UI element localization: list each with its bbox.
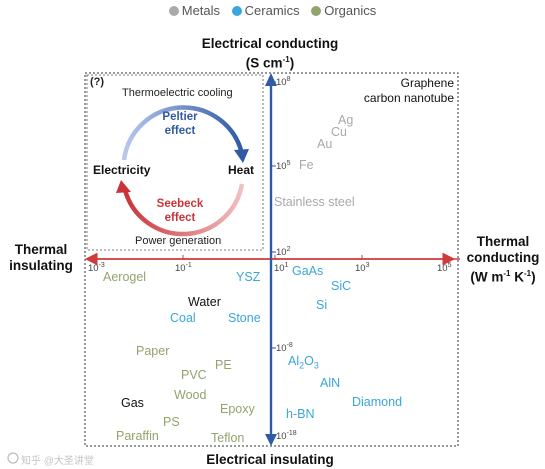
material-gaas: GaAs [292,264,324,278]
material-epoxy: Epoxy [220,402,255,416]
seebeck-effect-label: Seebeck effect [156,198,204,224]
right-axis-title: Thermal conducting (W m-1 K-1) [462,234,544,286]
material-stone: Stone [228,311,261,325]
material-fe: Fe [299,158,314,172]
y-tick-label-2: 105 [276,160,291,173]
y-tick-marks [271,81,276,437]
y-tick-label-1: 108 [276,76,291,89]
peltier-effect-label: Peltier effect [162,111,198,137]
left-axis-line2: insulating [9,258,73,273]
electricity-node: Electricity [93,163,151,177]
top-axis-line2: (S cm-1) [245,55,295,71]
x-tick-label-5: 105 [437,262,452,275]
y-tick-label-4: 10-8 [276,342,293,355]
peltier-arrow [121,105,245,161]
thermoelectric-cooling-label: Thermoelectric cooling [122,87,233,99]
material-diamond: Diamond [352,395,403,409]
y-tick-label-3: 102 [276,246,291,259]
inset-badge: (?) [90,76,105,88]
material-ag: Ag [338,113,354,127]
x-tick-marks [95,255,444,259]
material-cu: Cu [331,125,347,139]
watermark: 知乎 @大圣讲堂 [21,456,94,467]
legend-organics: Organics [311,3,376,18]
material-water: Water [188,295,221,309]
legend-ceramics-label: Ceramics [244,3,300,18]
right-axis-line1: Thermal [476,234,530,249]
metals-dot-icon [168,6,179,16]
x-tick-label-1: 10-3 [88,262,105,275]
right-axis-line2: conducting [466,250,540,265]
top-axis-title: Electrical conducting (S cm-1) [170,36,370,72]
legend: Metals Ceramics Organics [0,3,545,18]
power-generation-label: Power generation [135,235,222,247]
material-gas: Gas [121,396,144,410]
legend-metals: Metals [168,3,221,18]
peltier-arrowhead [234,149,249,163]
graphene-label: Graphene carbon nanotube [363,76,454,105]
material-ps: PS [163,415,180,429]
electrical-axis-bottom-arrow [265,434,277,446]
material-coal: Coal [170,311,196,325]
material-paper: Paper [136,344,170,358]
material-ysz: YSZ [236,270,261,284]
inset-frame [86,74,264,251]
watermark-icon [7,452,19,464]
x-tick-label-3: 101 [274,262,289,275]
material-au: Au [317,137,333,151]
seebeck-arrowhead [116,180,131,193]
legend-ceramics: Ceramics [231,3,300,18]
electrical-axis-top-arrow [265,73,277,86]
material-hbn: h-BN [286,407,315,421]
material-aln: AlN [320,376,341,390]
organics-dot-icon [311,6,322,16]
material-pvc: PVC [181,368,207,382]
material-teflon: Teflon [211,431,245,445]
x-tick-label-2: 10-1 [175,262,192,275]
legend-metals-label: Metals [181,3,221,18]
x-tick-label-4: 103 [355,262,370,275]
bottom-axis-title: Electrical insulating [206,452,334,467]
y-tick-label-5: 10-18 [276,430,297,443]
legend-organics-label: Organics [324,3,377,18]
right-axis-line3: (W m-1 K-1) [470,269,536,285]
seebeck-arrow [122,183,245,237]
material-pe: PE [215,358,232,372]
material-aerogel: Aerogel [103,270,147,284]
material-paraffin: Paraffin [116,429,159,443]
material-stainless-steel: Stainless steel [274,195,355,209]
ceramics-dot-icon [231,6,242,16]
top-axis-line1: Electrical conducting [201,36,339,51]
material-sic: SiC [331,279,352,293]
left-axis-line1: Thermal [14,242,68,257]
left-axis-title: Thermal insulating [2,242,80,274]
heat-node: Heat [228,163,255,177]
material-wood: Wood [174,388,207,402]
material-si: Si [316,298,328,312]
material-al2o3: Al2O3 [288,354,319,371]
